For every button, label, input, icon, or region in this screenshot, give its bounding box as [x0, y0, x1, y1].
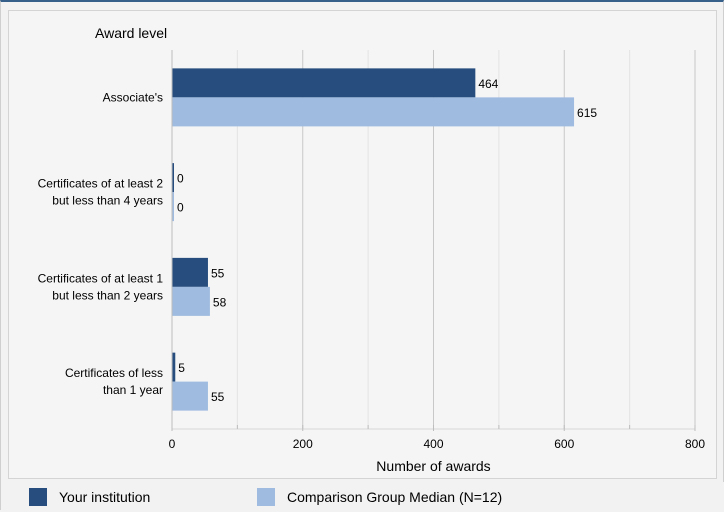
legend-item-comparison-group: Comparison Group Median (N=12) [257, 488, 502, 506]
legend-item-your-institution: Your institution [29, 488, 150, 506]
data-label: 464 [478, 77, 498, 91]
data-label: 0 [177, 172, 184, 186]
bar [172, 97, 575, 127]
bar [172, 352, 176, 382]
legend: Your institution Comparison Group Median… [1, 482, 724, 512]
bar [172, 163, 174, 193]
data-label: 58 [213, 295, 227, 309]
legend-swatch-comparison-group [257, 488, 275, 506]
category-label: Certificates of less [65, 366, 163, 380]
bar-chart: Award level Associate's 464 615 Certificates… [38, 25, 706, 474]
category-label: but less than 4 years [52, 194, 163, 208]
legend-label-your-institution: Your institution [59, 489, 151, 505]
bar [172, 68, 476, 98]
category-label: Associate's [103, 90, 163, 104]
data-label: 0 [177, 201, 184, 215]
tick-label: 200 [293, 437, 313, 451]
data-label: 55 [211, 266, 225, 280]
legend-swatch-your-institution [29, 488, 47, 506]
data-label: 615 [577, 106, 597, 120]
legend-label-comparison-group: Comparison Group Median (N=12) [287, 489, 503, 505]
category-label: Certificates of at least 2 [38, 177, 164, 191]
data-label: 55 [211, 390, 225, 404]
bar [172, 257, 208, 287]
bar [172, 286, 210, 316]
tick-label: 800 [685, 437, 705, 451]
data-label: 5 [178, 361, 185, 375]
bar [172, 192, 174, 222]
category-label: but less than 2 years [52, 288, 163, 302]
tick-label: 0 [169, 437, 176, 451]
tick-label: 600 [554, 437, 574, 451]
tick-label: 400 [423, 437, 443, 451]
category-label: Certificates of at least 1 [38, 271, 164, 285]
category-label: than 1 year [103, 383, 163, 397]
x-axis-title: Number of awards [376, 458, 490, 474]
bar [172, 381, 208, 411]
category-axis-title: Award level [95, 25, 167, 41]
